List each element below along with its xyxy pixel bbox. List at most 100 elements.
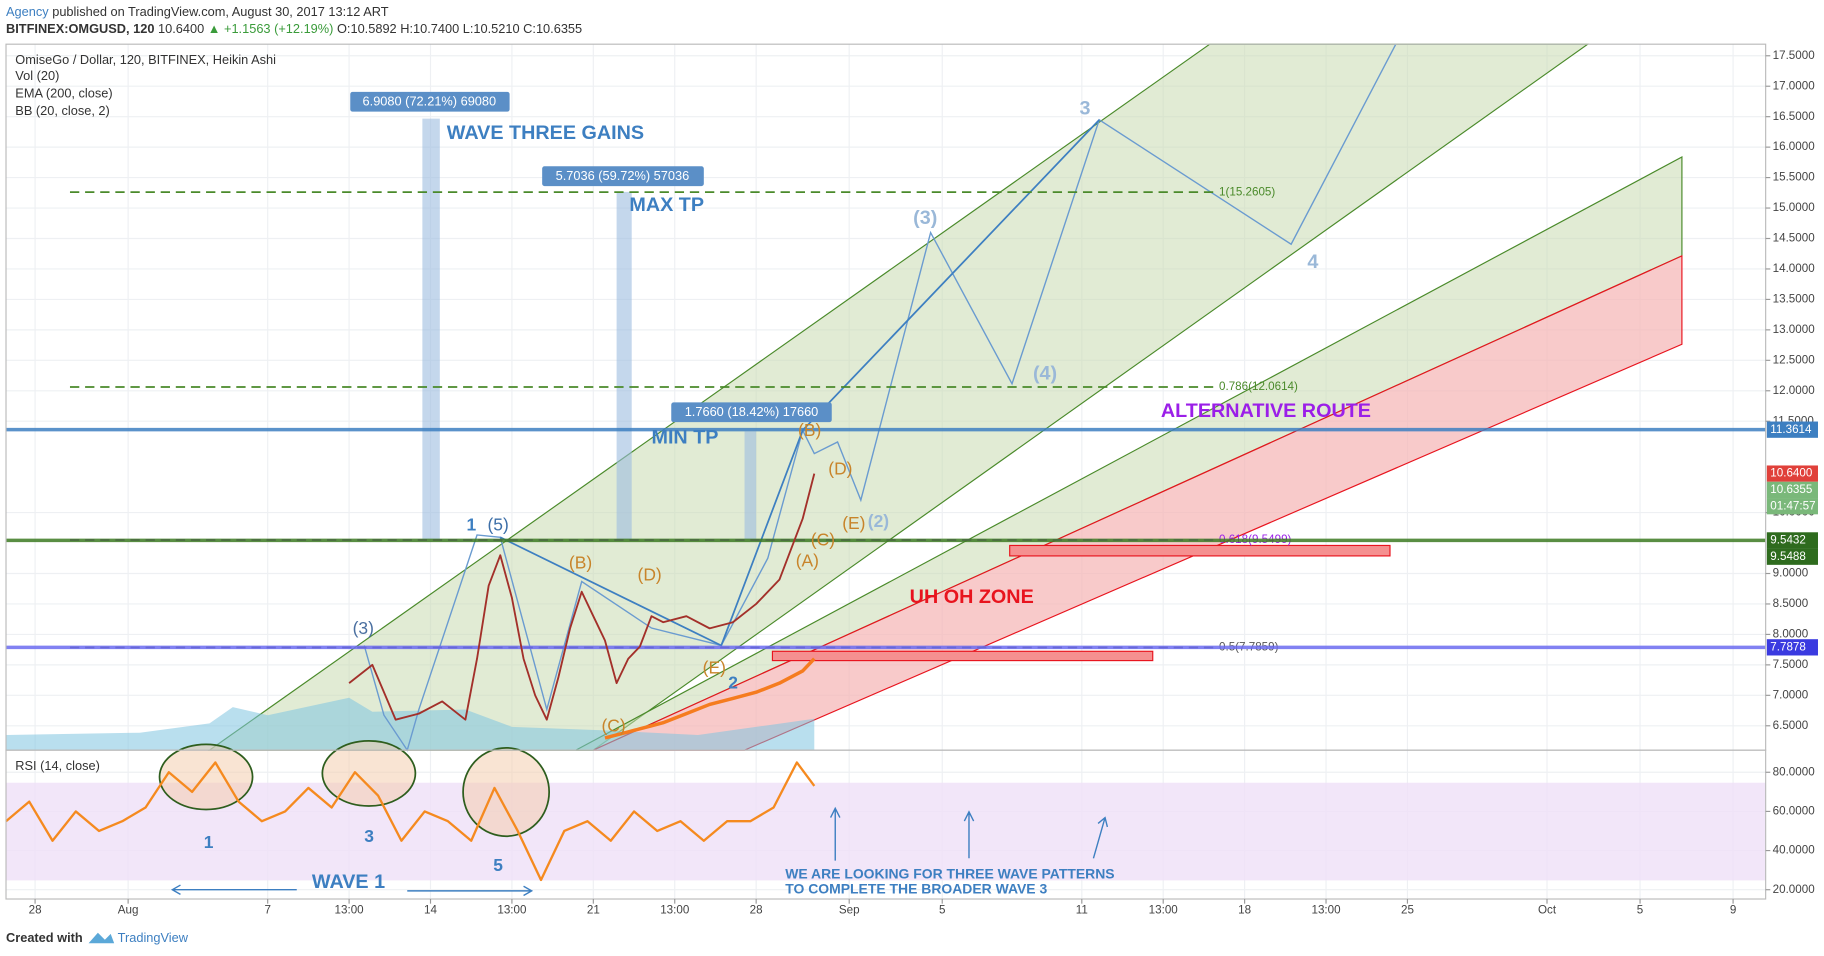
indicator: BB (20, close, 2) xyxy=(15,103,109,118)
change: ▲ +1.1563 (+12.19%) xyxy=(208,22,334,37)
logo xyxy=(88,932,115,944)
wave-label: (5) xyxy=(487,514,508,534)
header-line: Agency published on TradingView.com, Aug… xyxy=(6,4,389,19)
x-tick-label: Oct xyxy=(1538,904,1557,917)
y-tick-label: 40.0000 xyxy=(1773,844,1816,857)
x-tick-label: 13:00 xyxy=(1149,904,1179,917)
wave-label: (D) xyxy=(638,564,662,584)
measure-box xyxy=(671,402,832,423)
x-tick-label: 14 xyxy=(424,904,437,917)
footer-text: Created with xyxy=(6,930,83,945)
rsi-band xyxy=(6,782,1766,881)
rsi-circle xyxy=(462,746,551,838)
wave-label: 2 xyxy=(728,672,738,692)
annotation: MIN TP xyxy=(651,427,718,449)
annotation: WAVE 1 xyxy=(312,871,385,893)
wave-label: 1 xyxy=(204,832,214,852)
wave-label: (3) xyxy=(353,618,374,638)
x-tick-label: 9 xyxy=(1730,904,1736,917)
annotation: ALTERNATIVE ROUTE xyxy=(1161,400,1371,422)
wave-path xyxy=(363,43,1397,752)
level-label: 0.786(12.0614) xyxy=(1219,380,1298,393)
measure-box xyxy=(542,166,704,187)
ohlc: O:10.5892 H:10.7400 L:10.5210 C:10.6355 xyxy=(337,22,582,37)
chart-title: OmiseGo / Dollar, 120, BITFINEX, Heikin … xyxy=(15,52,276,67)
measure-range xyxy=(422,118,440,540)
annotation: TO COMPLETE THE BROADER WAVE 3 xyxy=(785,880,1047,896)
countdown: 01:47:57 xyxy=(1770,499,1815,512)
x-tick-label: 18 xyxy=(1238,904,1251,917)
wave-label: (4) xyxy=(1033,363,1057,385)
pane-border xyxy=(5,749,1767,900)
annotation: WAVE THREE GAINS xyxy=(447,122,644,144)
x-tick-label: 13:00 xyxy=(497,904,527,917)
price-label: 7.7878 xyxy=(1770,640,1806,653)
x-tick-label: 13:00 xyxy=(335,904,365,917)
price-label: 11.3614 xyxy=(1770,423,1812,436)
indicator: EMA (200, close) xyxy=(15,86,112,101)
last-price: 10.6400 xyxy=(158,22,204,37)
y-tick-label: 6.5000 xyxy=(1773,719,1809,732)
price-label-box xyxy=(1766,421,1818,438)
countdown-box xyxy=(1766,498,1818,515)
x-tick-label: 5 xyxy=(1637,904,1643,917)
wave-label: (C) xyxy=(601,715,625,735)
y-tick-label: 13.0000 xyxy=(1773,323,1816,336)
rsi-pane xyxy=(5,761,816,882)
ema-line xyxy=(604,657,816,740)
y-tick-label: 8.0000 xyxy=(1773,627,1809,640)
wave-label: (E) xyxy=(842,513,865,533)
symbol-line: BITFINEX:OMGUSD, 120 10.6400 ▲ +1.1563 (… xyxy=(6,22,582,37)
y-tick-label: 17.0000 xyxy=(1773,79,1816,92)
y-tick-label: 17.5000 xyxy=(1773,49,1816,62)
y-tick-label: 13.5000 xyxy=(1773,292,1816,305)
x-tick-label: 5 xyxy=(939,904,945,917)
arrow xyxy=(170,884,297,895)
wave-label: (A) xyxy=(796,550,819,570)
annotation: UH OH ZONE xyxy=(910,586,1034,608)
y-tick-label: 16.0000 xyxy=(1773,140,1816,153)
annotation: WE ARE LOOKING FOR THREE WAVE PATTERNS xyxy=(785,865,1114,881)
measure-box xyxy=(350,91,510,112)
red-zone xyxy=(771,650,1154,662)
wave-path xyxy=(499,119,1100,647)
price-label-box xyxy=(1766,465,1818,482)
arrow xyxy=(829,806,841,861)
x-tick-label: 28 xyxy=(750,904,763,917)
x-tick-label: 21 xyxy=(587,904,600,917)
footer-brand[interactable]: TradingView xyxy=(118,930,189,945)
y-tick-label: 9.0000 xyxy=(1773,567,1809,580)
y-tick-label: 12.0000 xyxy=(1773,384,1816,397)
y-tick-label: 80.0000 xyxy=(1773,765,1816,778)
price-label-box xyxy=(1766,481,1818,499)
y-tick-label: 20.0000 xyxy=(1773,883,1816,896)
price-label: 9.5488 xyxy=(1770,550,1806,563)
y-tick-label: 12.5000 xyxy=(1773,353,1816,366)
x-tick-label: 25 xyxy=(1401,904,1414,917)
price-label-box xyxy=(1766,639,1818,656)
publisher[interactable]: Agency xyxy=(6,4,49,19)
red-zone xyxy=(1009,544,1391,557)
arrow xyxy=(407,885,534,897)
measure-range xyxy=(744,431,757,540)
y-tick-label: 8.5000 xyxy=(1773,597,1809,610)
measure-label: 6.9080 (72.21%) 69080 xyxy=(363,94,497,109)
measure-range xyxy=(616,191,632,540)
wave-label: 5 xyxy=(493,855,503,875)
price-label-box xyxy=(1766,548,1818,565)
x-tick-label: 13:00 xyxy=(1311,904,1341,917)
arrow xyxy=(963,810,975,859)
rsi-circle xyxy=(321,739,417,807)
arrow xyxy=(1092,816,1109,859)
level-label: 1(15.2605) xyxy=(1219,185,1275,198)
wave-label: (B) xyxy=(569,553,592,573)
wave-label: (C) xyxy=(811,529,835,549)
measure-label: 5.7036 (59.72%) 57036 xyxy=(556,168,690,183)
arrows xyxy=(170,806,1109,897)
rsi-circle xyxy=(158,743,254,811)
wave-label: (3) xyxy=(913,207,937,229)
y-tick-label: 14.5000 xyxy=(1773,232,1816,245)
x-tick-label: Sep xyxy=(839,904,860,917)
price-pane: 1(15.2605)0.786(12.0614)0.618(9.5499)0.5… xyxy=(6,185,1766,740)
